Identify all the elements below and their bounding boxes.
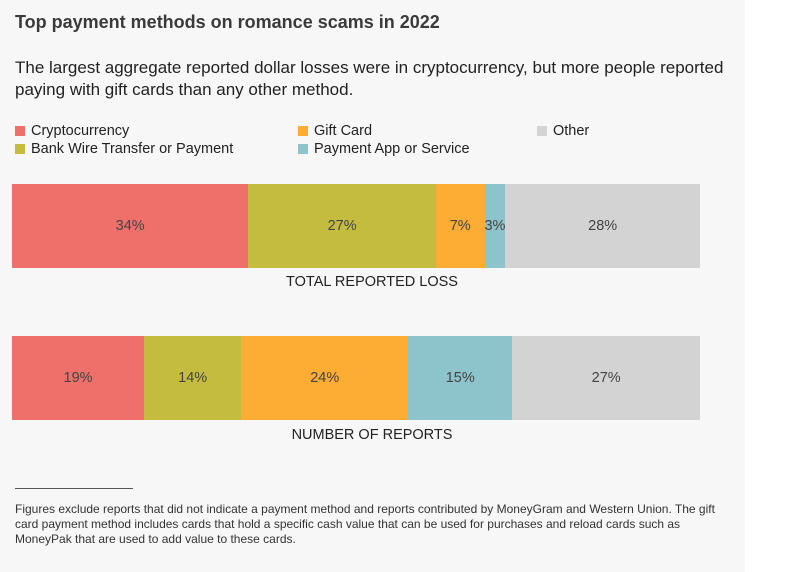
legend-label: Cryptocurrency <box>31 123 130 139</box>
footnote-rule <box>15 488 133 489</box>
bar-segment-cryptocurrency: 19% <box>12 336 145 420</box>
legend-swatch <box>298 144 308 154</box>
data-label: 34% <box>115 218 145 234</box>
chart-title: Top payment methods on romance scams in … <box>15 12 440 32</box>
data-label: 15% <box>445 370 475 386</box>
bar-segment-bank-wire-transfer-or-payment: 14% <box>144 336 242 420</box>
legend: Cryptocurrency Bank Wire Transfer or Pay… <box>15 123 735 163</box>
footnote: Figures exclude reports that did not ind… <box>15 502 715 546</box>
legend-label: Gift Card <box>314 123 373 139</box>
footer-panel <box>0 462 745 572</box>
legend-label: Bank Wire Transfer or Payment <box>31 141 234 157</box>
data-label: 27% <box>327 218 357 234</box>
data-label: 27% <box>591 370 621 386</box>
bar-segment-other: 27% <box>512 336 700 420</box>
bar-segment-payment-app-or-service: 15% <box>408 336 513 420</box>
bar-segment-payment-app-or-service: 3% <box>484 184 506 268</box>
data-label: 7% <box>449 218 471 234</box>
chart-subtitle: The largest aggregate reported dollar lo… <box>15 58 724 99</box>
legend-item-cryptocurrency: Cryptocurrency <box>15 123 129 139</box>
legend-item-payment-app: Payment App or Service <box>298 141 470 157</box>
bar-segment-cryptocurrency: 34% <box>12 184 249 268</box>
bar-number-of-reports: 19% 14% 24% 15% 27% <box>12 336 700 420</box>
data-label: 24% <box>310 370 340 386</box>
legend-label: Other <box>553 123 590 139</box>
legend-item-gift-card: Gift Card <box>298 123 372 139</box>
data-label: 3% <box>484 218 506 234</box>
bar-label-total-reported-loss: TOTAL REPORTED LOSS <box>286 274 458 290</box>
legend-item-bank-wire: Bank Wire Transfer or Payment <box>15 141 233 157</box>
bar-segment-gift-card: 24% <box>241 336 409 420</box>
legend-label: Payment App or Service <box>314 141 470 157</box>
legend-swatch <box>15 144 25 154</box>
data-label: 28% <box>588 218 618 234</box>
bar-segment-other: 28% <box>505 184 700 268</box>
data-label: 19% <box>63 370 93 386</box>
legend-swatch <box>15 126 25 136</box>
bar-label-number-of-reports: NUMBER OF REPORTS <box>291 427 453 443</box>
legend-swatch <box>298 126 308 136</box>
bar-segment-gift-card: 7% <box>435 184 485 268</box>
bar-total-reported-loss: 34% 27% 7% 3% 28% <box>12 184 700 268</box>
bar-segment-bank-wire-transfer-or-payment: 27% <box>248 184 436 268</box>
legend-item-other: Other <box>537 123 589 139</box>
legend-swatch <box>537 126 547 136</box>
data-label: 14% <box>178 370 208 386</box>
